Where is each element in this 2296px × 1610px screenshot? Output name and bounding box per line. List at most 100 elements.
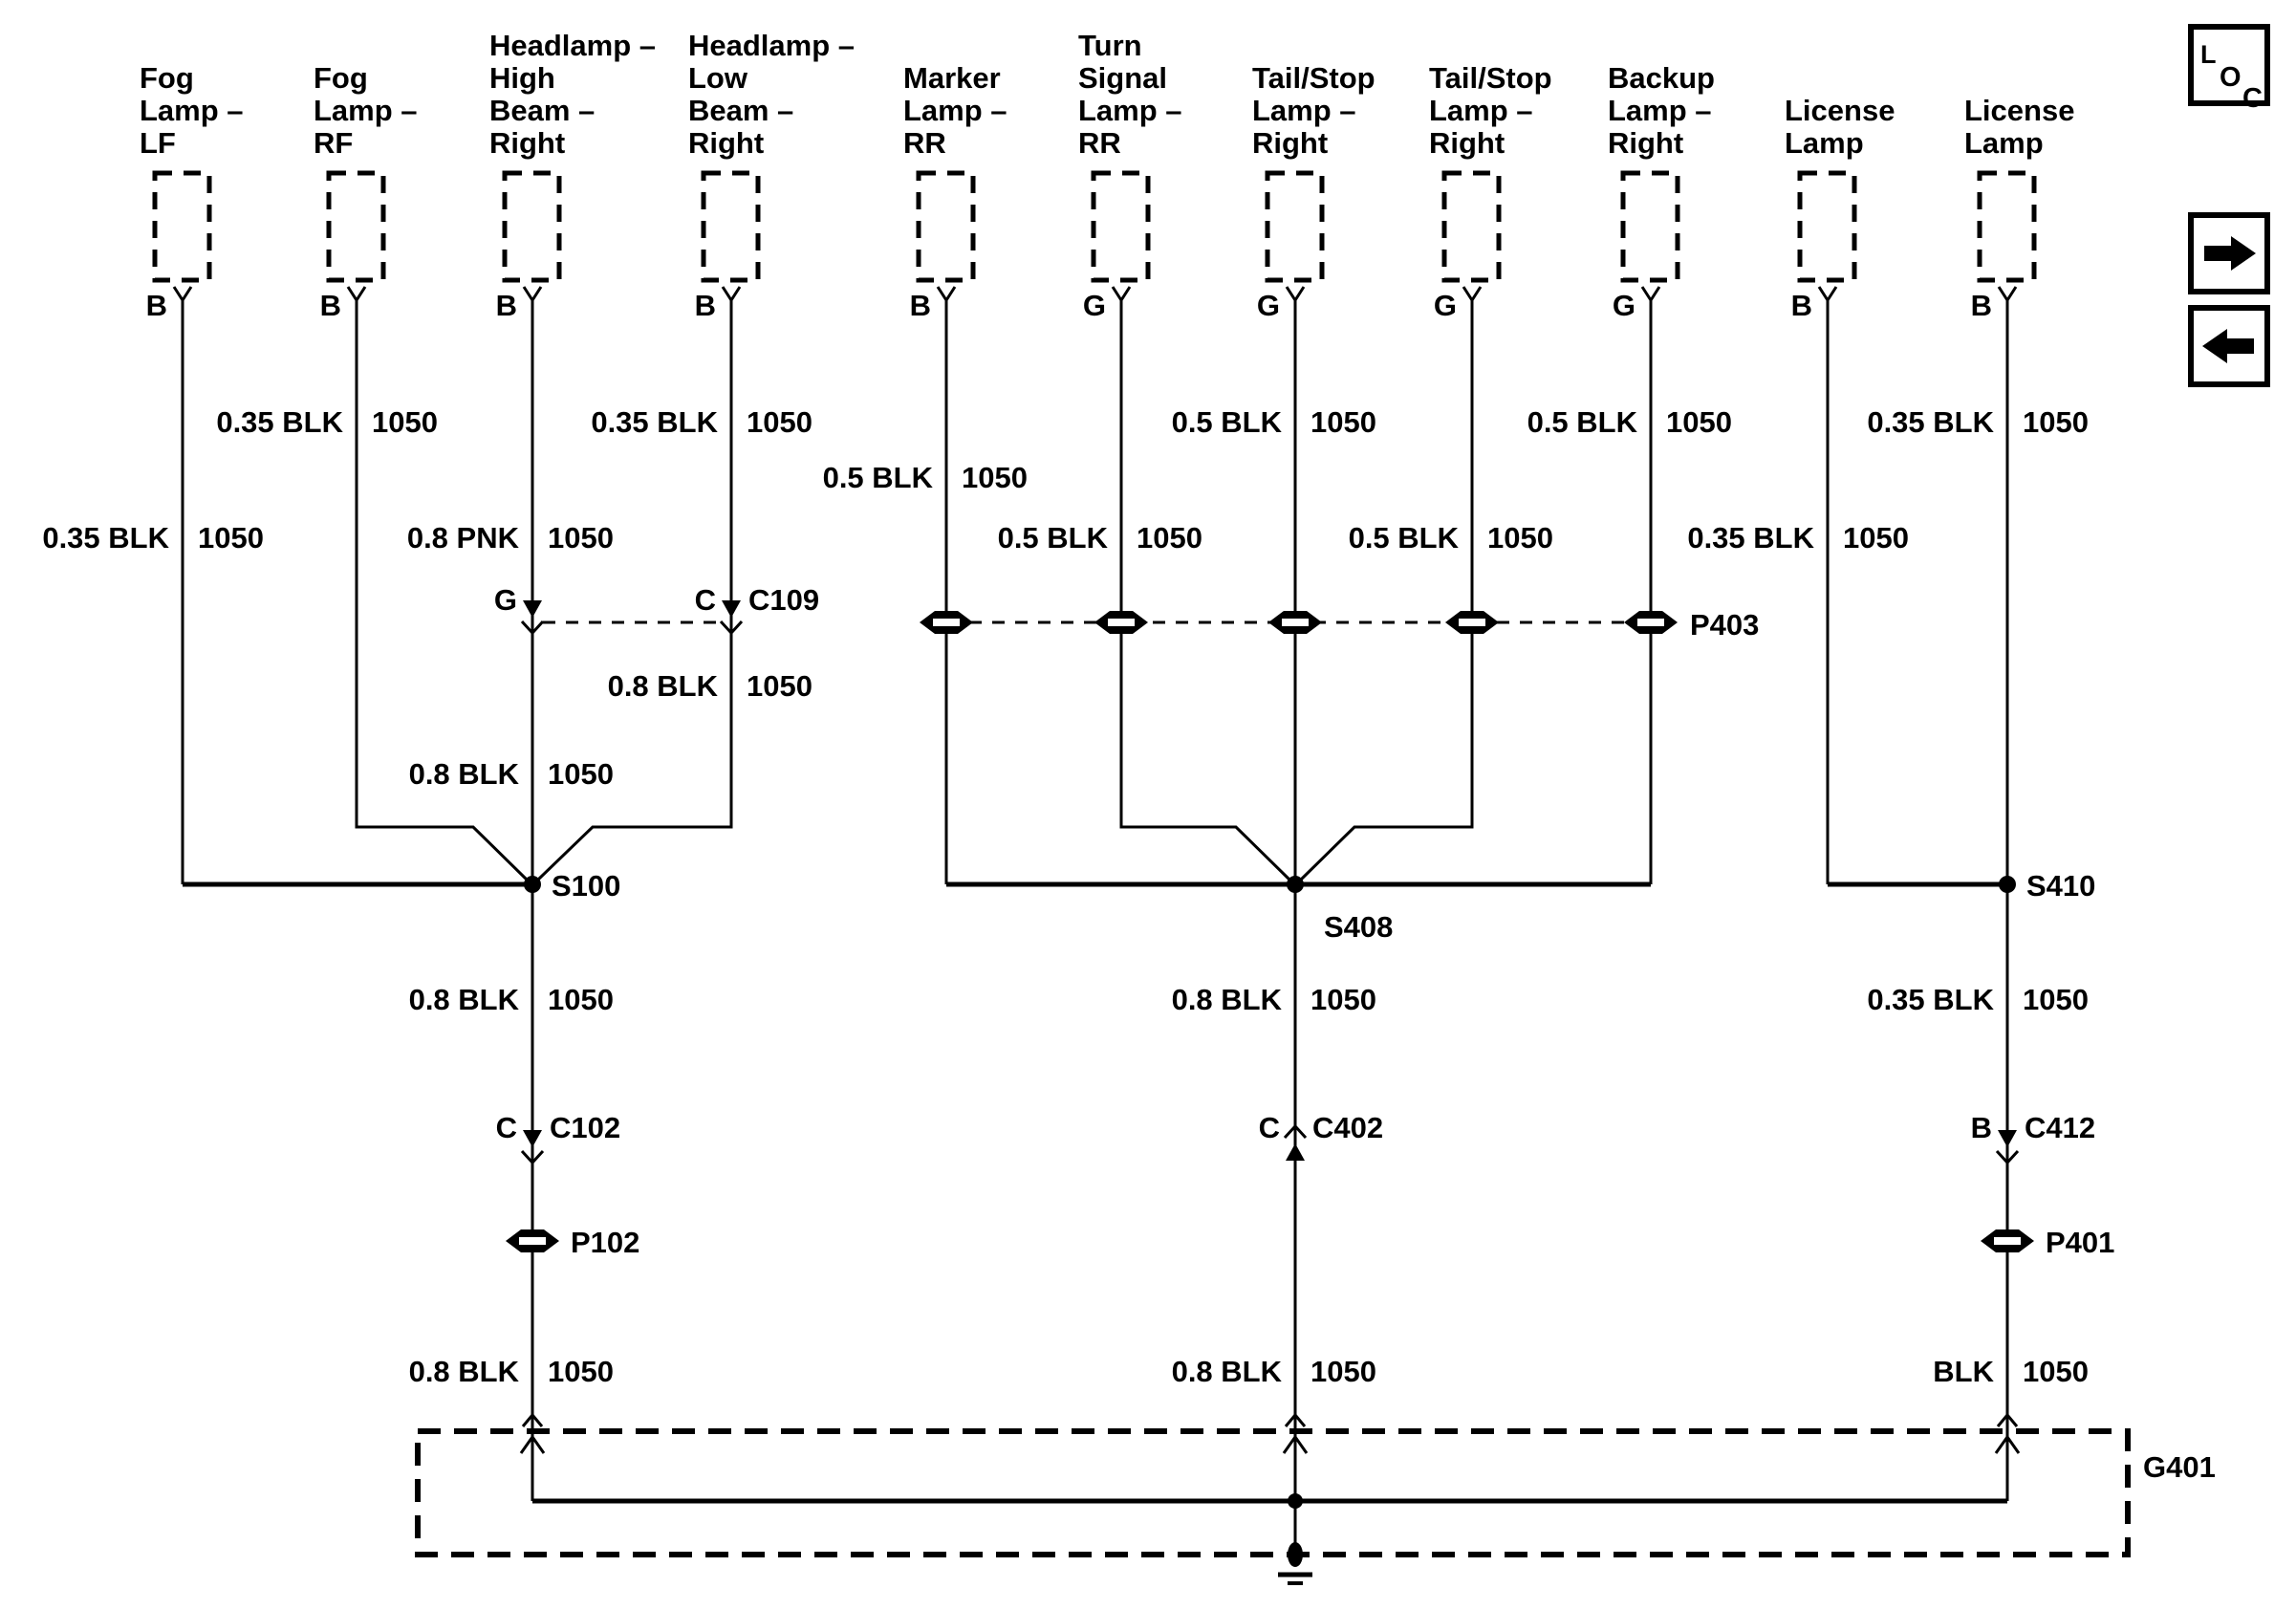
wire-gauge-color: 0.5 BLK — [1527, 405, 1638, 439]
component-label: Right — [489, 126, 565, 160]
passthrough-label: P102 — [571, 1226, 639, 1259]
splice-label: S100 — [552, 869, 620, 903]
terminal-letter: G — [1257, 289, 1280, 322]
terminal-chevron — [172, 286, 193, 303]
component-label: RR — [903, 126, 946, 160]
grommet-icon — [920, 611, 973, 634]
passthrough-p403: P403 — [920, 608, 1759, 642]
wire-turn-signal — [1119, 300, 1291, 881]
component-marker-lamp-rr: Marker Lamp – RR B — [903, 61, 1007, 322]
component-label: Signal — [1078, 61, 1167, 95]
right-arrow-icon — [2204, 236, 2256, 271]
wire-circuit: 1050 — [548, 757, 614, 791]
terminal-chevron — [1285, 286, 1306, 303]
components: Fog Lamp – LF B Fog Lamp – RF B Headlamp… — [140, 29, 2074, 322]
wire-circuit: 1050 — [1666, 405, 1732, 439]
component-label: Beam – — [489, 94, 595, 127]
connector-c412: B C412 — [1971, 1111, 2095, 1165]
splice-dot — [1999, 876, 2016, 893]
grommet-icon — [506, 1229, 559, 1252]
wire-circuit: 1050 — [548, 983, 614, 1016]
connector-terminal-letter: C — [1259, 1111, 1280, 1144]
nav-icons: L O C — [2188, 24, 2270, 387]
splice-label: S410 — [2026, 869, 2095, 903]
terminal-chevron — [1462, 286, 1483, 303]
splice-label: S408 — [1324, 910, 1393, 944]
connector-arrow-down-icon — [523, 600, 542, 618]
ground-g401: G401 — [415, 1412, 2216, 1585]
wire-gauge-color: 0.35 BLK — [216, 405, 343, 439]
wire-circuit: 1050 — [548, 1355, 614, 1388]
connector-c109: G C C109 — [494, 583, 819, 636]
wire-gauge-color: 0.35 BLK — [591, 405, 718, 439]
component-label: Fog — [140, 61, 194, 95]
component-label: Lamp – — [140, 94, 244, 127]
wire-circuit: 1050 — [1137, 521, 1202, 555]
component-headlamp-low-beam-right: Headlamp – Low Beam – Right B — [688, 29, 855, 322]
wire-gauge-color: 0.5 BLK — [1349, 521, 1460, 555]
component-label: Tail/Stop — [1252, 61, 1375, 95]
component-label: RF — [314, 126, 353, 160]
connector-chevron — [719, 620, 744, 636]
ground-boundary-box — [415, 1428, 2131, 1557]
bus-junction-dot — [1288, 1493, 1303, 1509]
component-label: Right — [688, 126, 764, 160]
grommet-icon — [1624, 611, 1678, 634]
component-box — [916, 170, 976, 283]
terminal-letter: G — [1434, 289, 1457, 322]
left-arrow-icon — [2202, 329, 2254, 363]
wire-gauge-color: 0.35 BLK — [1687, 521, 1814, 555]
component-label: Fog — [314, 61, 368, 95]
connector-terminal-letter: G — [494, 583, 517, 617]
connector-c102: C C102 — [496, 1111, 620, 1165]
connector-chevron — [520, 1149, 545, 1165]
wire-circuit: 1050 — [2023, 983, 2089, 1016]
grommet-icon — [1981, 1229, 2034, 1252]
back-arrow-button[interactable] — [2188, 305, 2270, 387]
loc-button[interactable]: L O C — [2188, 24, 2270, 114]
splice-dot — [1287, 876, 1304, 893]
wire-circuit: 1050 — [548, 521, 614, 555]
component-turn-signal-lamp-rr: Turn Signal Lamp – RR G — [1078, 29, 1182, 322]
wire-circuit: 1050 — [198, 521, 264, 555]
connector-label: C402 — [1312, 1111, 1383, 1144]
component-license-lamp-1: License Lamp B — [1785, 94, 1895, 322]
component-box — [1091, 170, 1151, 283]
connector-terminal-letter: C — [695, 583, 716, 617]
component-box — [1441, 170, 1502, 283]
wire-circuit: 1050 — [1310, 1355, 1376, 1388]
terminal-letter: G — [1083, 289, 1106, 322]
wire-circuit: 1050 — [747, 405, 812, 439]
terminal-letter: B — [496, 289, 517, 322]
component-label: Right — [1608, 126, 1683, 160]
component-label: Headlamp – — [489, 29, 656, 62]
connector-terminal-letter: C — [496, 1111, 517, 1144]
ground-symbol-icon — [1278, 1542, 1312, 1585]
connector-chevron — [520, 620, 545, 636]
component-box — [326, 170, 386, 283]
wire-labels: 0.35 BLK 1050 0.35 BLK 1050 0.5 BLK 1050… — [42, 405, 2089, 1388]
component-label: Lamp – — [903, 94, 1007, 127]
component-label: High — [489, 61, 555, 95]
connector-label: C412 — [2025, 1111, 2095, 1144]
component-box — [701, 170, 761, 283]
loc-letter: L — [2200, 40, 2217, 69]
component-tail-stop-lamp-right-2: Tail/Stop Lamp – Right G — [1429, 61, 1552, 322]
component-headlamp-high-beam-right: Headlamp – High Beam – Right B — [489, 29, 656, 322]
wire-gauge-color: 0.35 BLK — [1867, 405, 1994, 439]
passthrough-label: P403 — [1690, 608, 1759, 642]
terminal-chevron — [346, 286, 367, 303]
wire-gauge-color: 0.8 BLK — [409, 983, 520, 1016]
component-label: Lamp – — [1608, 94, 1712, 127]
forward-arrow-button[interactable] — [2188, 212, 2270, 294]
terminal-letter: G — [1613, 289, 1635, 322]
component-label: LF — [140, 126, 176, 160]
wire-circuit: 1050 — [2023, 405, 2089, 439]
wire-gauge-color: 0.8 BLK — [409, 757, 520, 791]
connector-arrow-down-icon — [722, 600, 741, 618]
component-label: Right — [1429, 126, 1505, 160]
component-label: Backup — [1608, 61, 1715, 95]
component-label: Beam – — [688, 94, 793, 127]
wire-tail-stop-2 — [1299, 300, 1474, 881]
